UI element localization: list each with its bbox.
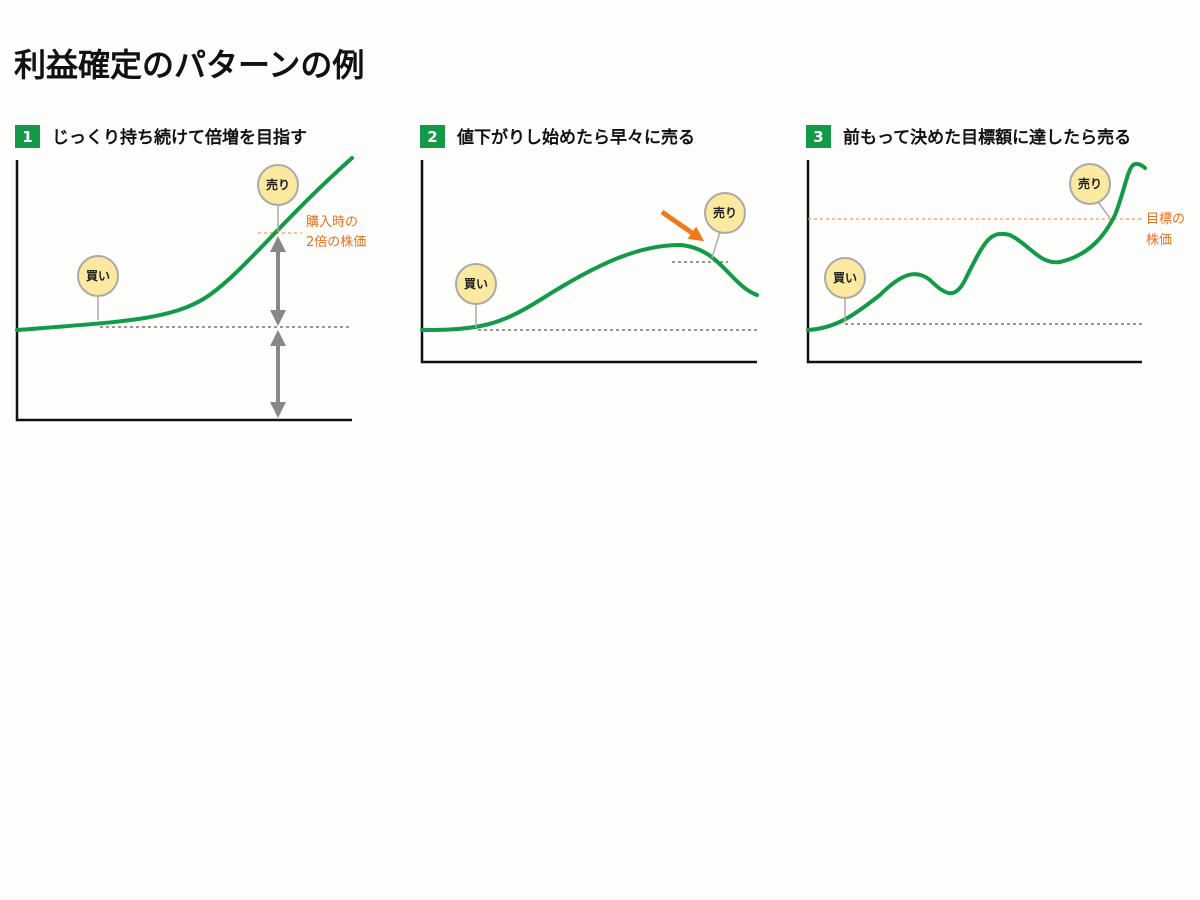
sell-bubble	[1069, 163, 1111, 205]
price-curve	[15, 156, 354, 332]
arrow	[660, 209, 705, 242]
panel-number: 3	[813, 128, 823, 146]
buy-bubble	[77, 255, 119, 297]
buy-bubble	[824, 257, 866, 299]
panel-title: じっくり持ち続けて倍増を目指す	[52, 127, 307, 148]
sell-label: 売り	[713, 205, 737, 220]
panel: 3 前もって決めた目標額に達したら売る 買い 売り 目標の 株価	[806, 125, 1185, 364]
price-curve	[420, 242, 759, 332]
price-curve	[806, 161, 1147, 332]
annotation: 購入時の	[306, 215, 358, 230]
axes	[420, 160, 757, 364]
panel-number: 1	[22, 128, 32, 146]
stem	[711, 231, 721, 259]
panel-title: 前もって決めた目標額に達したら売る	[843, 127, 1131, 148]
panel-number: 2	[427, 128, 437, 146]
axes	[806, 160, 1142, 364]
buy-label: 買い	[86, 269, 110, 283]
panel: 1 じっくり持ち続けて倍増を目指す 買い 売り 購入時の 2倍の株価	[15, 125, 366, 422]
number-badge	[806, 125, 831, 148]
sell-bubble	[257, 164, 299, 206]
buy-label: 買い	[464, 277, 488, 291]
buy-bubble	[455, 263, 497, 305]
annotation: 目標の	[1146, 212, 1185, 227]
buy-label: 買い	[833, 271, 857, 285]
number-badge	[420, 125, 445, 148]
stem	[1097, 201, 1111, 219]
page-title: 利益確定のパターンの例	[14, 46, 364, 84]
annotation: 2倍の株価	[306, 235, 366, 250]
annotation: 株価	[1146, 233, 1172, 248]
number-badge	[15, 125, 40, 148]
axes	[15, 160, 352, 422]
sell-bubble	[704, 192, 746, 234]
sell-label: 売り	[1078, 176, 1102, 191]
panel-title: 値下がりし始めたら早々に売る	[456, 127, 695, 148]
sell-label: 売り	[266, 177, 290, 192]
panel: 2 値下がりし始めたら早々に売る 買い 売り	[420, 125, 759, 364]
